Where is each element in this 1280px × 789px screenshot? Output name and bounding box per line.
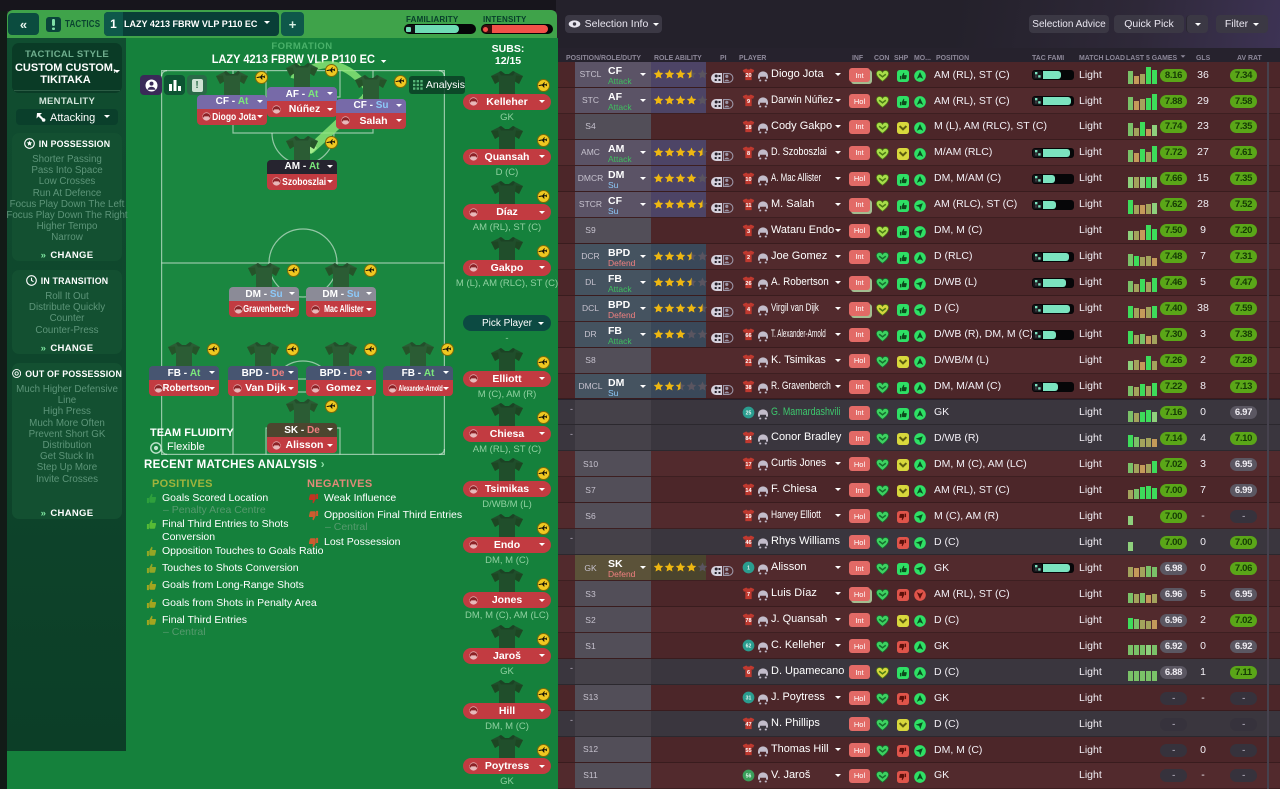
svg-text:20: 20 bbox=[745, 73, 751, 79]
svg-text:18: 18 bbox=[745, 125, 751, 131]
svg-text:19: 19 bbox=[745, 514, 751, 520]
svg-text:11: 11 bbox=[746, 203, 752, 209]
svg-text:26: 26 bbox=[745, 281, 751, 287]
svg-text:17: 17 bbox=[745, 462, 751, 468]
svg-text:10: 10 bbox=[745, 177, 751, 183]
svg-text:14: 14 bbox=[745, 488, 752, 494]
svg-text:46: 46 bbox=[745, 540, 751, 546]
svg-text:25: 25 bbox=[746, 410, 752, 416]
svg-text:78: 78 bbox=[745, 618, 751, 624]
svg-text:62: 62 bbox=[746, 644, 752, 650]
svg-text:3: 3 bbox=[747, 229, 750, 235]
svg-text:21: 21 bbox=[745, 359, 751, 365]
svg-text:1: 1 bbox=[747, 566, 750, 572]
svg-text:9: 9 bbox=[747, 99, 750, 105]
svg-text:38: 38 bbox=[745, 384, 751, 390]
svg-text:31: 31 bbox=[746, 696, 752, 702]
svg-text:2: 2 bbox=[747, 255, 750, 261]
svg-text:47: 47 bbox=[745, 722, 751, 728]
svg-text:8: 8 bbox=[747, 151, 750, 157]
svg-text:56: 56 bbox=[746, 774, 752, 780]
svg-text:6: 6 bbox=[747, 670, 750, 676]
svg-text:7: 7 bbox=[747, 592, 750, 598]
svg-text:4: 4 bbox=[747, 307, 751, 313]
svg-text:84: 84 bbox=[745, 436, 752, 442]
svg-text:55: 55 bbox=[745, 748, 751, 754]
svg-text:66: 66 bbox=[745, 333, 751, 339]
